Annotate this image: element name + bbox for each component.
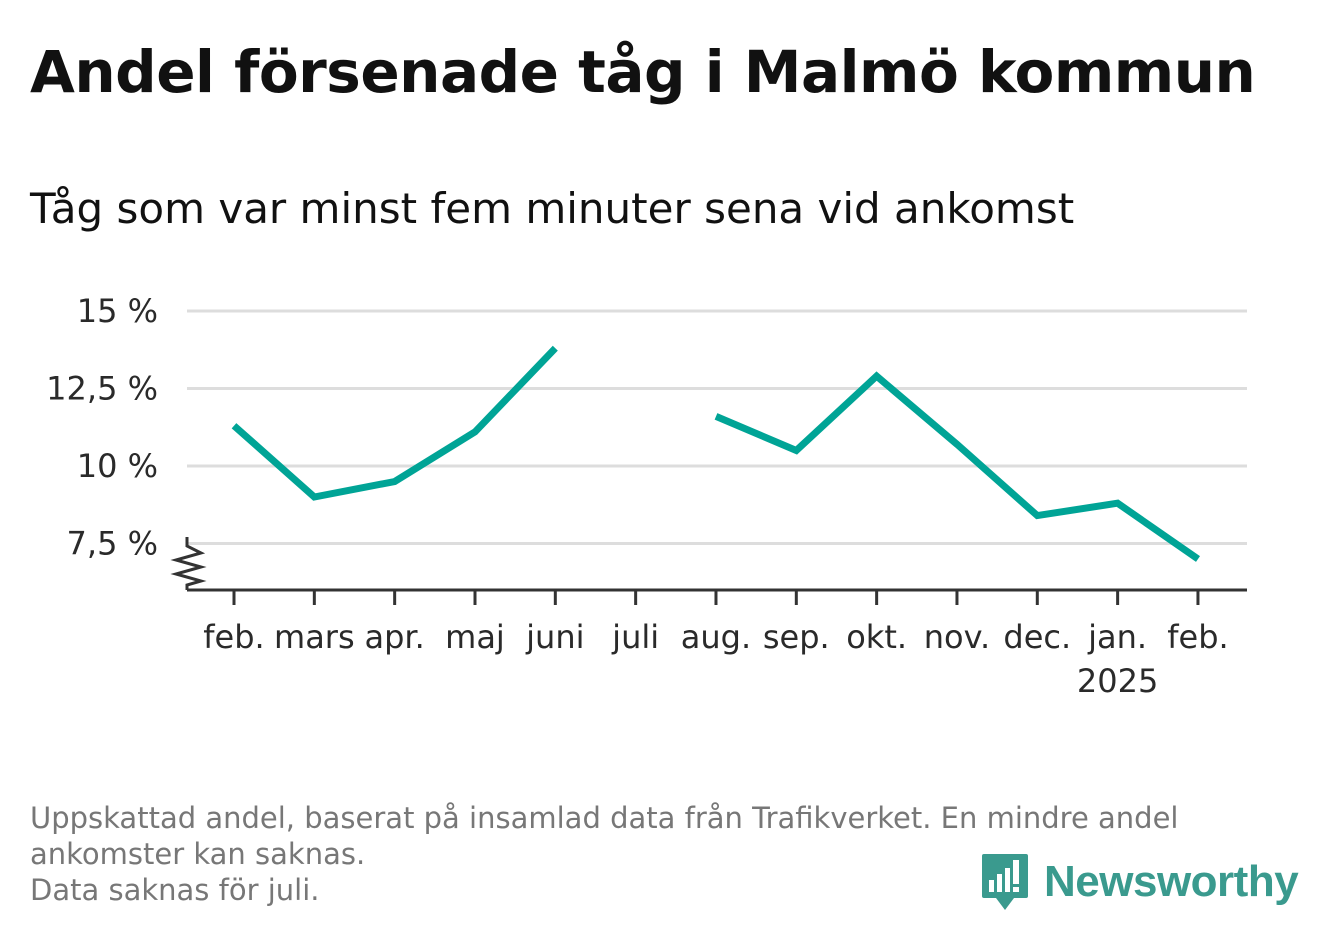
x-tick-label: feb. xyxy=(1167,618,1228,656)
axis-break-icon xyxy=(170,537,207,590)
y-tick-label: 7,5 % xyxy=(67,525,158,563)
x-tick-label: juli xyxy=(611,618,659,656)
y-tick-label: 15 % xyxy=(77,292,158,330)
series xyxy=(231,345,1200,562)
y-tick-label: 12,5 % xyxy=(46,370,158,408)
x-tick-label: dec. xyxy=(1003,618,1071,656)
footnote: Uppskattad andel, baserat på insamlad da… xyxy=(30,800,1280,908)
series-line xyxy=(231,345,558,501)
x-tick-label: apr. xyxy=(365,618,425,656)
footnote-line: Uppskattad andel, baserat på insamlad da… xyxy=(30,801,1179,835)
x-tick-label: maj xyxy=(445,618,505,656)
line-chart: 7,5 %10 %12,5 %15 % feb. mars apr. maj juni j… xyxy=(46,292,1247,700)
x-tick-label: sep. xyxy=(763,618,830,656)
x-tick-label: mars xyxy=(274,618,355,656)
y-tick-label: 10 % xyxy=(77,447,158,485)
gridlines xyxy=(187,309,1247,545)
x-axis-ticks: feb. mars apr. maj juni juli aug. sep. okt. nov. d… xyxy=(203,590,1229,700)
x-tick-label: okt. xyxy=(846,618,907,656)
chart-subtitle: Tåg som var minst fem minuter sena vid a… xyxy=(30,184,1075,233)
x-tick-sublabel: 2025 xyxy=(1077,662,1158,700)
footnote-line: ankomster kan saknas. xyxy=(30,837,366,871)
x-tick-label: aug. xyxy=(681,618,751,656)
footnote-line: Data saknas för juli. xyxy=(30,873,320,907)
series-line xyxy=(714,371,1200,562)
x-tick-label: feb. xyxy=(203,618,264,656)
chart-title: Andel försenade tåg i Malmö kommun xyxy=(30,38,1256,106)
x-tick-label: nov. xyxy=(924,618,990,656)
brand-logo: Newsworthy xyxy=(980,850,1299,914)
x-tick-label: jan. xyxy=(1087,618,1147,656)
newsworthy-logo-icon xyxy=(982,854,1028,910)
y-axis-ticks: 7,5 % 10 % 12,5 % 15 % xyxy=(46,292,158,563)
brand-name: Newsworthy xyxy=(1044,857,1299,906)
x-tick-label: juni xyxy=(525,618,584,656)
